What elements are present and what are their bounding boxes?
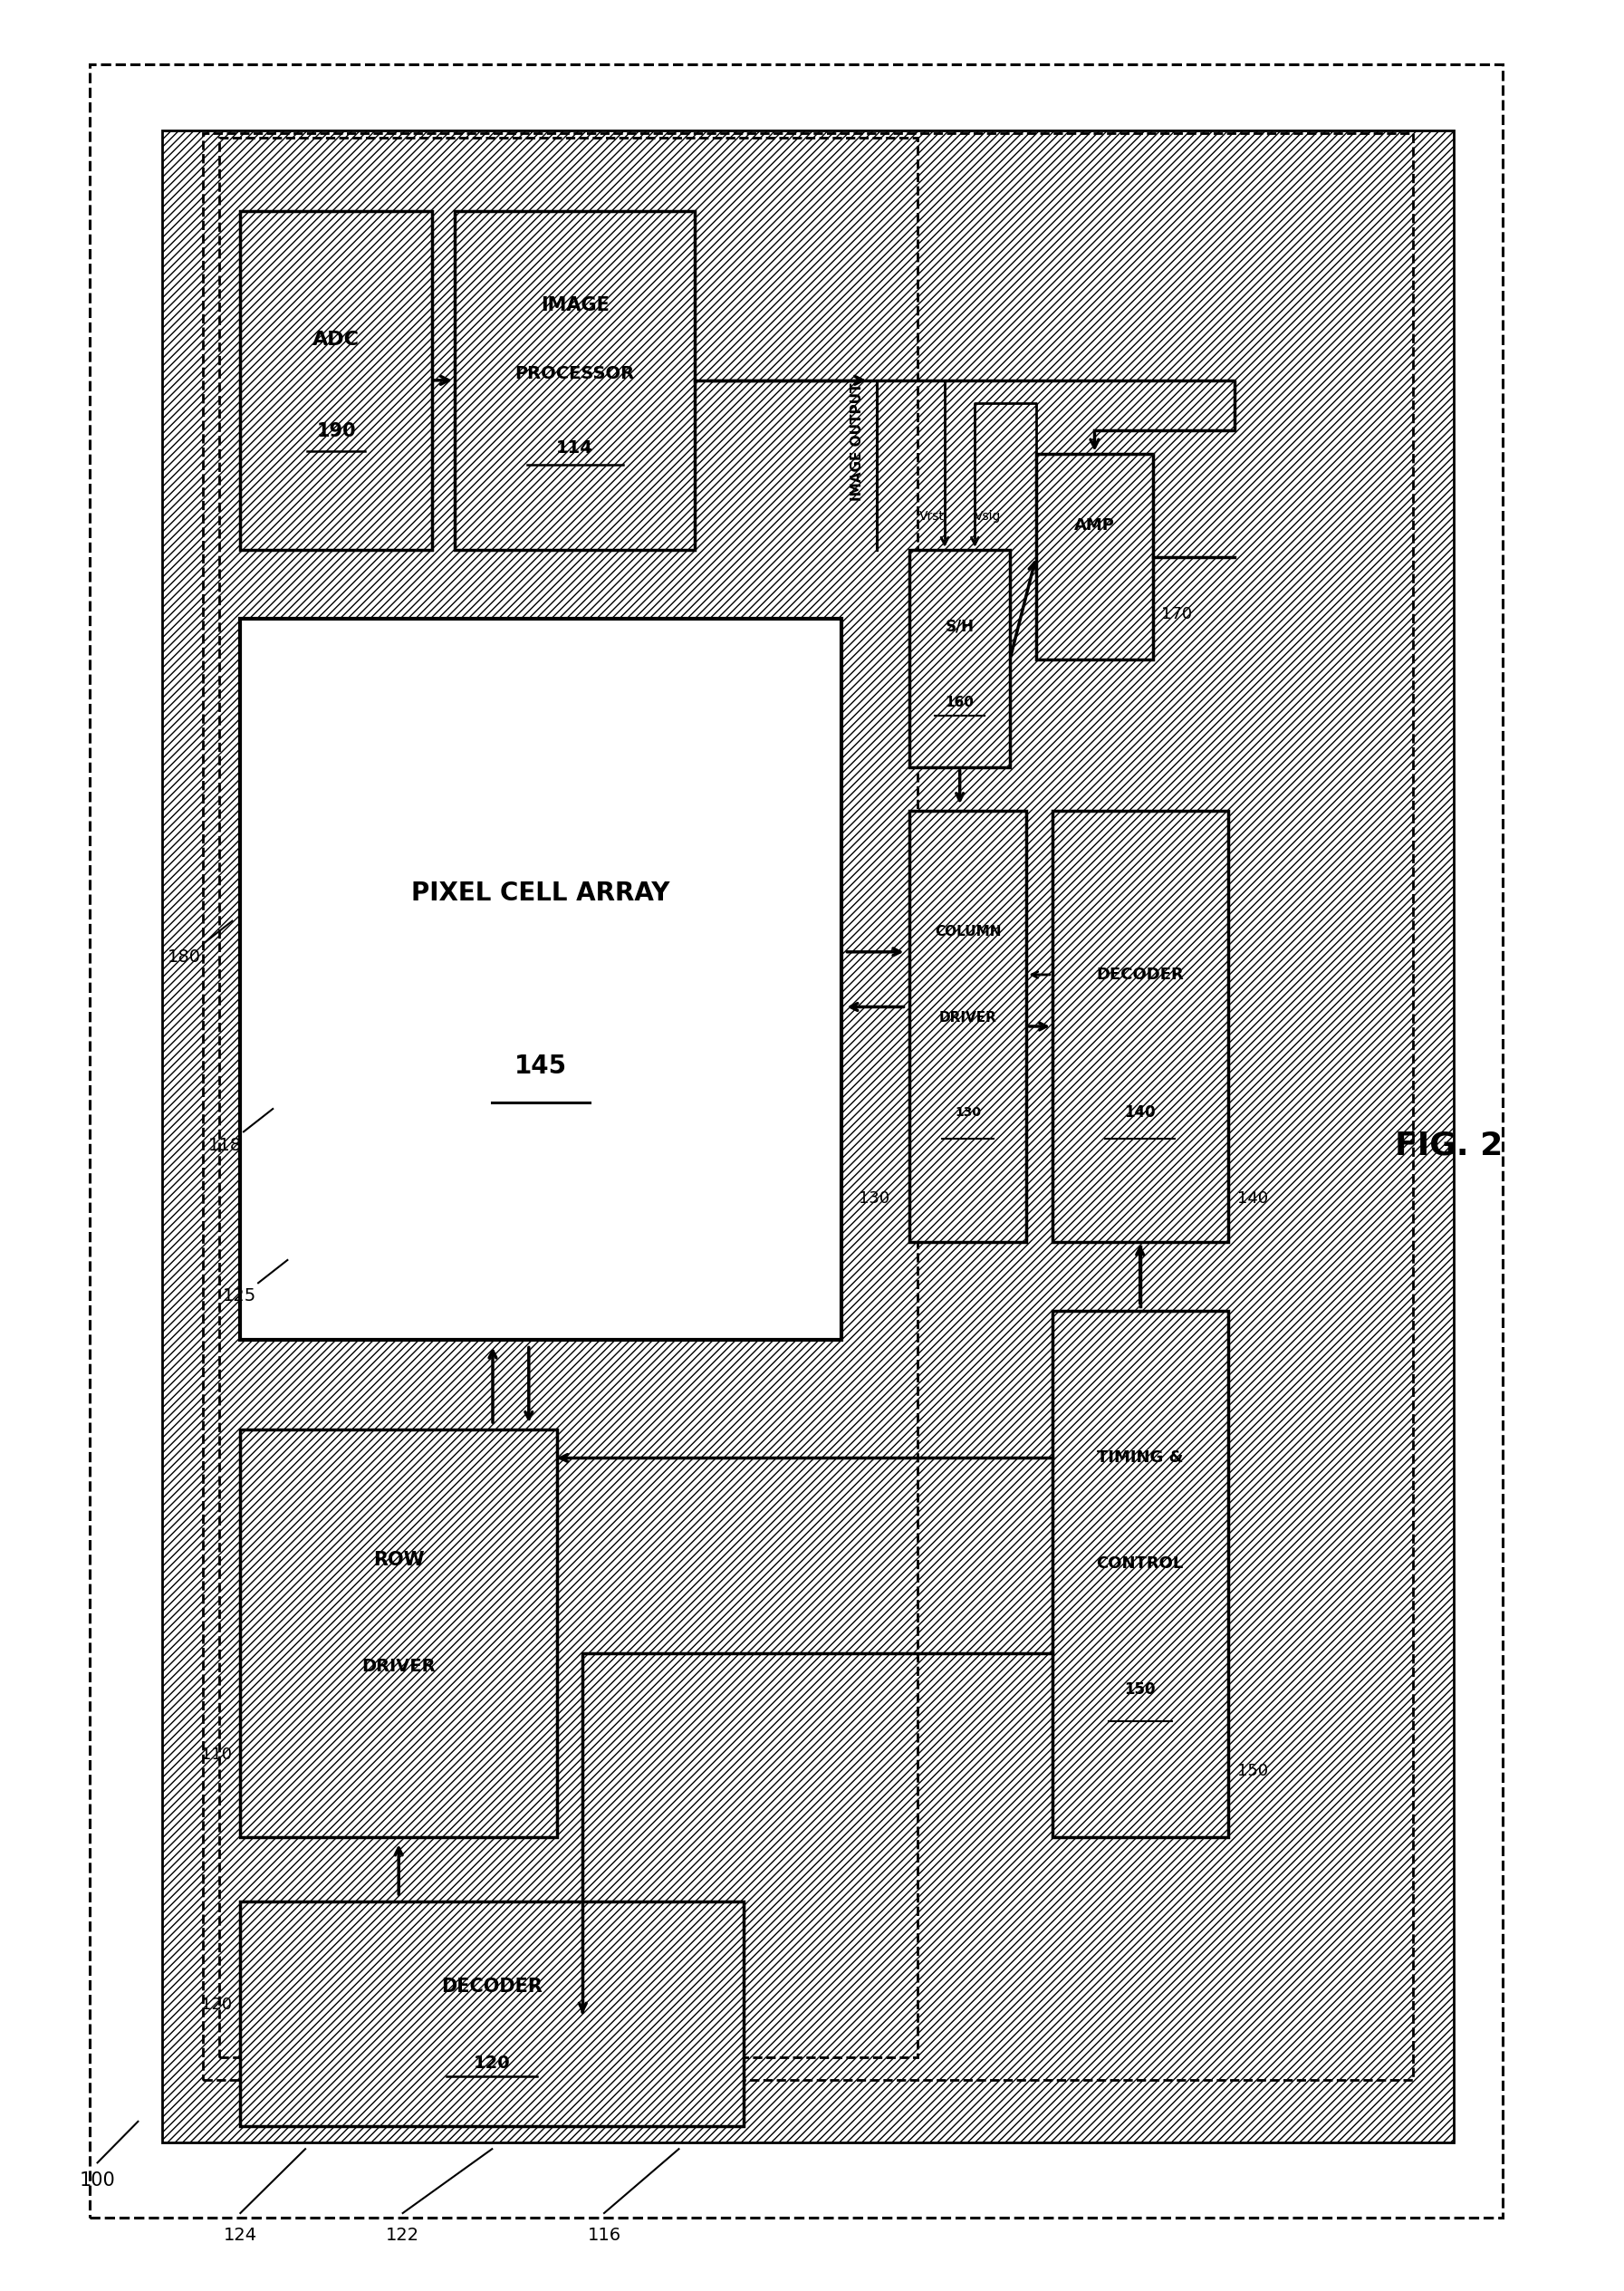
Bar [455,211,695,550]
Bar [219,137,918,2057]
Bar [203,133,1413,2080]
Bar [240,1902,744,2126]
Text: 114: 114 [557,440,593,456]
Text: 190: 190 [317,422,356,440]
Text: 140: 140 [1237,1189,1268,1207]
Text: 116: 116 [588,2227,620,2245]
Text: FIG. 2: FIG. 2 [1395,1129,1502,1162]
Text: AMP: AMP [1073,518,1116,534]
Bar [909,550,1010,767]
Text: TIMING &: TIMING & [1096,1450,1184,1466]
Text: Vsig: Vsig [974,509,1000,522]
Text: 130: 130 [955,1107,981,1118]
Text: 145: 145 [515,1054,567,1079]
Text: DECODER: DECODER [1096,967,1184,983]
Text: 160: 160 [945,696,974,708]
Text: 150: 150 [1124,1682,1156,1698]
Text: 170: 170 [1161,605,1192,623]
Text: CONTROL: CONTROL [1096,1556,1184,1572]
Bar [1036,454,1153,660]
Text: 150: 150 [1237,1762,1268,1780]
Bar [240,1430,557,1837]
Text: 120: 120 [201,1995,232,2014]
Bar [89,64,1502,2218]
Text: 180: 180 [167,948,201,967]
Text: IMAGE OUTPUT: IMAGE OUTPUT [851,383,864,502]
Bar [240,619,841,1340]
Text: DRIVER: DRIVER [362,1656,435,1675]
Text: 118: 118 [208,1136,242,1155]
Text: 125: 125 [222,1288,257,1306]
Bar [1052,1310,1228,1837]
Text: 120: 120 [474,2055,510,2071]
Bar [909,811,1026,1242]
Text: IMAGE: IMAGE [541,296,609,314]
Text: PIXEL CELL ARRAY: PIXEL CELL ARRAY [411,880,671,905]
Text: 140: 140 [1124,1104,1156,1120]
Text: Vrst: Vrst [919,509,944,522]
Text: DECODER: DECODER [442,1977,542,1995]
Text: ADC: ADC [312,330,361,348]
Bar [162,131,1453,2142]
Text: 100: 100 [80,2172,115,2190]
Bar [240,211,432,550]
Text: DRIVER: DRIVER [939,1010,997,1024]
Text: S/H: S/H [945,619,974,635]
Text: 110: 110 [201,1746,232,1764]
Text: 124: 124 [224,2227,257,2245]
Text: PROCESSOR: PROCESSOR [515,364,635,383]
Text: 130: 130 [859,1189,890,1207]
Text: COLUMN: COLUMN [935,926,1000,939]
Text: 122: 122 [387,2227,419,2245]
Text: ROW: ROW [374,1551,424,1569]
Bar [1052,811,1228,1242]
